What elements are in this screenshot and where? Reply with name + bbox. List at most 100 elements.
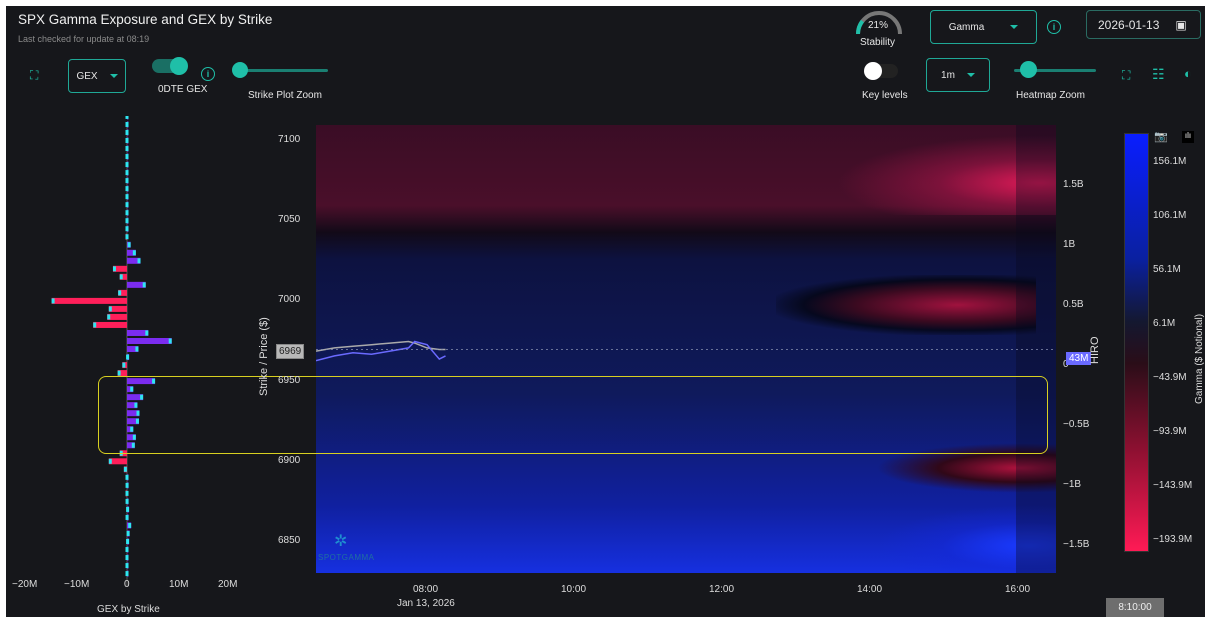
- toggle-0dte-gex[interactable]: [152, 57, 188, 75]
- interval-select[interactable]: 1m: [926, 58, 990, 92]
- gex-bar-marker: [126, 539, 130, 544]
- gex-bar-marker: [126, 506, 130, 512]
- gex-bar-marker: [125, 202, 129, 208]
- gamma-price-line: [316, 340, 446, 352]
- calendar-icon[interactable]: ▣: [1175, 17, 1187, 32]
- gex-bar-marker: [122, 362, 126, 368]
- gex-bar[interactable]: [127, 378, 156, 385]
- gex-bar-marker: [125, 186, 129, 192]
- chart-logo-icon[interactable]: ılı: [1182, 131, 1194, 143]
- colorbar-tick: 156.1M: [1153, 156, 1187, 167]
- gex-select[interactable]: GEX: [68, 59, 126, 93]
- fullscreen-icon[interactable]: ⛶: [1122, 68, 1131, 82]
- colorbar-tick: 56.1M: [1153, 264, 1181, 275]
- gex-bar[interactable]: [107, 313, 127, 320]
- gex-bar-marker: [125, 218, 129, 224]
- gex-bar[interactable]: [51, 297, 127, 304]
- gex-bar[interactable]: [127, 442, 135, 449]
- colorbar-label: Gamma ($ Notional): [1194, 313, 1205, 404]
- colorbar-tick: 106.1M: [1153, 210, 1187, 221]
- date-picker[interactable]: 2026-01-13 ▣: [1086, 10, 1201, 39]
- heatmap-hotspot: [876, 505, 1056, 573]
- strike-zoom-label: Strike Plot Zoom: [248, 90, 322, 101]
- strike-zoom-slider[interactable]: [240, 69, 328, 72]
- gex-bar[interactable]: [127, 418, 139, 425]
- highlight-range-box: [98, 376, 1048, 454]
- gex-bar[interactable]: [112, 265, 127, 272]
- camera-icon[interactable]: 📷: [1154, 131, 1168, 143]
- heatmap-ytick: 7100: [278, 134, 301, 145]
- colorbar-tick: 6.1M: [1153, 318, 1176, 329]
- gex-bar[interactable]: [127, 434, 136, 441]
- gex-bar-marker: [168, 338, 172, 344]
- heatmap-xtick: 10:00: [561, 584, 587, 595]
- heatmap-zoom-handle[interactable]: [1020, 61, 1037, 78]
- gex-bar-marker: [135, 418, 139, 424]
- heatmap-ytick: 6850: [278, 535, 301, 546]
- strike-zoom-handle[interactable]: [232, 62, 248, 78]
- heatmap-zoom-slider[interactable]: [1014, 69, 1096, 72]
- stability-gauge: [855, 11, 902, 35]
- gex-bar[interactable]: [127, 394, 144, 401]
- hiro-tick: 0: [1063, 359, 1069, 370]
- gex-bar-marker: [125, 498, 129, 504]
- contrast-icon[interactable]: ◐: [1184, 66, 1192, 81]
- gex-bar-marker: [112, 266, 116, 272]
- info-icon[interactable]: i: [201, 67, 215, 81]
- gex-bar-marker: [107, 314, 111, 320]
- gex-bar[interactable]: [127, 329, 149, 336]
- gex-bar-marker: [145, 330, 149, 336]
- gex-bar-marker: [136, 410, 140, 416]
- date-value: 2026-01-13: [1098, 17, 1160, 32]
- gex-bar-marker: [126, 354, 130, 360]
- gex-bar[interactable]: [127, 249, 136, 256]
- gex-xtick: −20M: [12, 579, 38, 590]
- gex-bar[interactable]: [108, 458, 127, 465]
- gex-bar[interactable]: [118, 289, 127, 296]
- gex-bar[interactable]: [127, 386, 134, 393]
- hiro-value-badge: 43M: [1066, 352, 1092, 365]
- gex-bar-marker: [125, 210, 129, 216]
- gex-bar-marker: [135, 346, 139, 352]
- colorbar-tick: −93.9M: [1153, 426, 1187, 437]
- gex-bar-marker: [142, 282, 146, 288]
- gex-bar[interactable]: [127, 402, 138, 409]
- gex-bar[interactable]: [127, 281, 146, 288]
- fullscreen-icon[interactable]: ⛶: [30, 68, 39, 82]
- gex-bar-marker: [125, 146, 129, 152]
- hiro-tick: −0.5B: [1063, 419, 1090, 430]
- gex-bar[interactable]: [117, 370, 127, 377]
- gex-bar-marker: [128, 522, 132, 528]
- hiro-tick: 1B: [1063, 239, 1076, 250]
- gex-bar[interactable]: [127, 338, 172, 344]
- gex-bar-marker: [125, 154, 129, 160]
- page-title: SPX Gamma Exposure and GEX by Strike: [18, 12, 273, 27]
- gex-bar[interactable]: [127, 410, 140, 417]
- metric-select[interactable]: Gamma: [930, 10, 1037, 44]
- heatmap-ylabel: Strike / Price ($): [258, 317, 270, 396]
- gex-bar-marker: [125, 234, 129, 240]
- heatmap-ytick: 7050: [278, 214, 301, 226]
- gex-bar[interactable]: [127, 257, 141, 264]
- gex-bar-marker: [125, 121, 129, 127]
- gex-bar[interactable]: [127, 346, 139, 353]
- heatmap-ytick: 6950: [278, 374, 301, 386]
- info-icon[interactable]: i: [1047, 20, 1061, 34]
- watermark: SPOTGAMMA: [318, 553, 375, 562]
- settings-sliders-icon[interactable]: ☷: [1152, 66, 1165, 82]
- key-levels-toggle[interactable]: [864, 62, 898, 80]
- heatmap-hotspot: [776, 275, 1036, 335]
- gex-bar[interactable]: [93, 321, 127, 328]
- gex-bar[interactable]: [119, 273, 127, 280]
- heatmap-hotspot: [836, 135, 1056, 215]
- spotgamma-logo-icon: ✲: [334, 533, 348, 550]
- gex-bar[interactable]: [108, 305, 127, 312]
- heatmap-ytick: 6900: [278, 454, 301, 466]
- interval-select-value: 1m: [941, 69, 955, 81]
- gex-bar[interactable]: [127, 426, 134, 433]
- toggle-0dte-label: 0DTE GEX: [158, 84, 208, 95]
- gex-bar-marker: [123, 466, 127, 472]
- stability-label: Stability: [860, 37, 896, 48]
- chevron-down-icon: [1010, 25, 1019, 29]
- gex-bar-marker: [125, 129, 129, 135]
